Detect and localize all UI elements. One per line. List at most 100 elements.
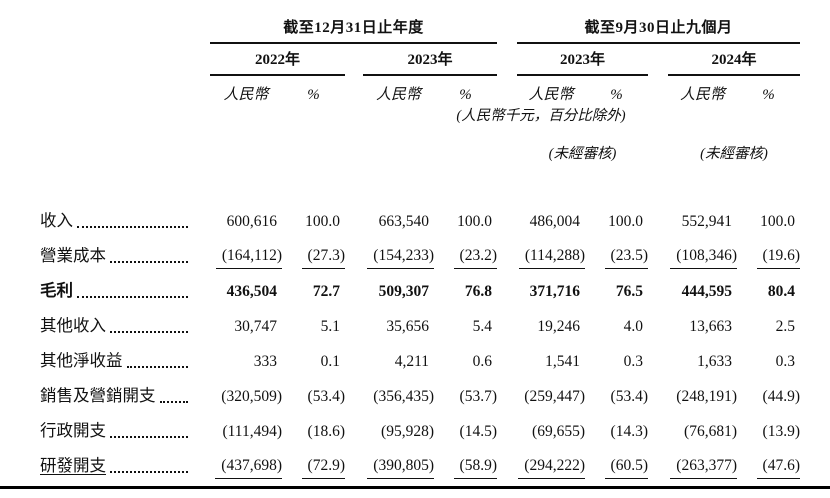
cell-value: 76.5 [615,283,643,300]
unit-note: (人民幣千元，百分比除外) [456,108,626,124]
table-cell: (60.5) [585,447,648,482]
cell-value: (27.3) [301,247,345,269]
table-cell: 76.5 [585,272,648,307]
cell-value: 100.0 [457,213,492,230]
cell-value: (69,655) [532,423,585,440]
cell-value: 72.7 [312,283,340,300]
year-header-row: 2022年 2023年 2023年 2024年 [40,44,800,76]
table-cell: (23.5) [585,237,648,272]
cell-value: 600,616 [226,213,277,230]
row-label-text: 行政開支 [40,421,106,440]
table-cell: 72.7 [282,272,345,307]
table-cell: (320,509) [210,377,282,412]
table-cell: 0.6 [434,342,497,377]
row-label: 行政開支 [40,412,210,447]
table-cell: 663,540 [363,202,434,237]
table-row: 收入 600,616 100.0 663,540 100.0 486,004 1… [40,202,800,237]
row-label: 其他淨收益 [40,342,210,377]
table-cell: (14.3) [585,412,648,447]
cell-value: 552,941 [681,213,732,230]
dot-leader [77,296,188,298]
year-header-2023: 2023年 [363,44,497,76]
cell-value: (356,435) [373,388,434,405]
cell-value: (58.9) [453,457,497,479]
cell-value: (13.9) [762,423,800,440]
cell-value: (19.6) [756,247,800,269]
cell-value: (14.5) [459,423,497,440]
cell-value: 35,656 [386,318,429,335]
table-row: 營業成本 (164,112) (27.3) (154,233) (23.2) (… [40,237,800,272]
table-cell: 5.1 [282,307,345,342]
row-label: 銷售及營銷開支 [40,377,210,412]
table-cell: (44.9) [737,377,800,412]
cell-value: (154,233) [367,247,434,269]
table-cell: (14.5) [434,412,497,447]
table-cell: 486,004 [517,202,585,237]
cell-value: 5.4 [472,318,492,335]
dot-leader [126,366,188,368]
cell-value: (437,698) [215,457,282,479]
table-cell: 100.0 [282,202,345,237]
table-cell: 100.0 [585,202,648,237]
year-header-2024-9m: 2024年 [668,44,800,76]
cell-value: (108,346) [670,247,737,269]
table-row: 其他淨收益 333 0.1 4,211 0.6 1,541 0.3 1,633 … [40,342,800,377]
table-cell: (53.4) [585,377,648,412]
cell-value: (44.9) [762,388,800,405]
row-label-text: 營業成本 [40,246,106,265]
cell-value: (95,928) [381,423,434,440]
table-cell: (23.2) [434,237,497,272]
table-cell: (114,288) [517,237,585,272]
unaudited-note-2024-9m: (未經審核) [700,146,768,162]
table-cell: 1,633 [668,342,737,377]
table-cell: (18.6) [282,412,345,447]
cell-value: 100.0 [305,213,340,230]
cell-value: 100.0 [608,213,643,230]
cell-value: 100.0 [760,213,795,230]
table-cell: 35,656 [363,307,434,342]
cell-value: 0.1 [320,353,340,370]
col-header-pct-2023-9m: % [610,87,623,103]
table-cell: (248,191) [668,377,737,412]
dot-leader [110,261,188,263]
cell-value: (390,805) [367,457,434,479]
cell-value: (53.4) [610,388,648,405]
table-cell: 1,541 [517,342,585,377]
cell-value: 509,307 [378,283,429,300]
cell-value: (164,112) [215,247,282,269]
cell-value: (18.6) [307,423,345,440]
col-header-pct-2022: % [307,87,320,103]
table-cell: (437,698) [210,447,282,482]
table-cell: 436,504 [210,272,282,307]
cell-value: 4,211 [394,353,429,370]
cell-value: 80.4 [767,283,795,300]
table-cell: (111,494) [210,412,282,447]
cell-value: (111,494) [222,423,282,440]
dot-leader [159,401,188,403]
table-cell: (263,377) [668,447,737,482]
row-label-text: 毛利 [40,281,73,300]
row-label: 研發開支 [40,447,210,482]
row-label: 毛利 [40,272,210,307]
cell-value: 436,504 [226,283,277,300]
table-cell: (108,346) [668,237,737,272]
row-label-text: 研發開支 [40,456,106,475]
unaudited-note-row: (未經審核) (未經審核) [40,142,800,162]
col-header-rmb-2024-9m: 人民幣 [679,87,725,103]
table-row: 銷售及營銷開支 (320,509) (53.4) (356,435) (53.7… [40,377,800,412]
col-header-pct-2024-9m: % [762,87,775,103]
cell-value: (53.4) [307,388,345,405]
row-label: 營業成本 [40,237,210,272]
cell-value: (23.2) [453,247,497,269]
row-label-text: 收入 [40,211,73,230]
table-cell: 371,716 [517,272,585,307]
table-cell: (53.7) [434,377,497,412]
period-header-nine-month-label: 截至9月30日止九個月 [584,20,733,36]
table-cell: 552,941 [668,202,737,237]
table-cell: 100.0 [434,202,497,237]
table-cell: (69,655) [517,412,585,447]
cell-value: 5.1 [320,318,340,335]
table-cell: (390,805) [363,447,434,482]
table-body: 收入 600,616 100.0 663,540 100.0 486,004 1… [40,202,800,482]
cell-value: 30,747 [234,318,277,335]
